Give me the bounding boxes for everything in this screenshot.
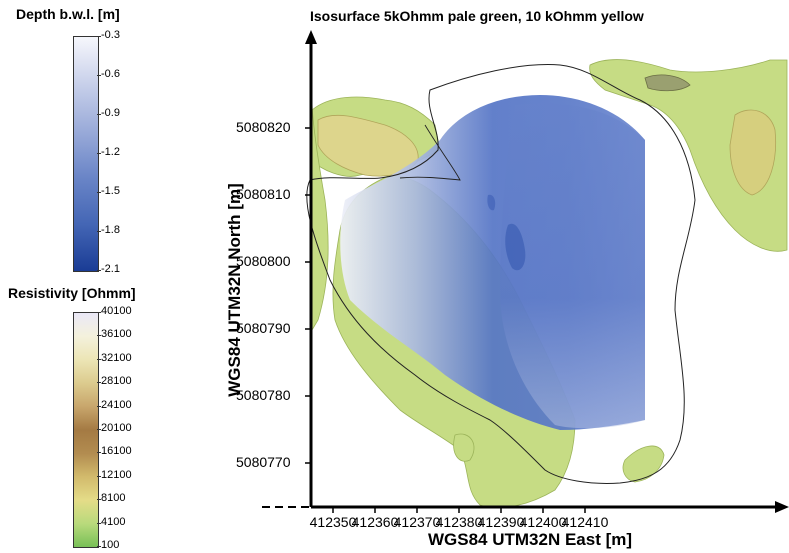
x-tick-label: 412380 [435, 514, 483, 530]
y-axis-arrow [305, 30, 317, 44]
y-tick-label: 5080810 [236, 186, 291, 202]
x-tick-label: 412360 [351, 514, 399, 530]
resistivity-colorbar-tick-label: 16100 [101, 445, 132, 458]
y-tick-label: 5080800 [236, 253, 291, 269]
resistivity-colorbar-tick-mark [97, 499, 101, 501]
isosurface-10kohmm [317, 74, 776, 196]
depth-colorbar-tick-label: -0.9 [101, 107, 120, 119]
depth-colorbar-title: Depth b.w.l. [m] [16, 6, 120, 22]
depth-colorbar-tick-mark [97, 231, 101, 232]
chart-title: Isosurface 5kOhmm pale green, 10 kOhmm y… [310, 8, 644, 24]
resistivity-colorbar-tick-mark [97, 312, 101, 313]
x-tick-label: 412400 [519, 514, 567, 530]
y-tick-label: 5080770 [236, 454, 291, 470]
resistivity-colorbar-tick-mark [97, 382, 101, 384]
resistivity-colorbar-tick-label: 100 [101, 539, 120, 551]
depth-colorbar-tick-mark [97, 270, 101, 271]
resistivity-colorbar-tick-mark [97, 405, 101, 407]
resistivity-colorbar-tick-mark [97, 522, 101, 524]
depth-colorbar [73, 36, 99, 272]
x-tick-label: 412350 [309, 514, 357, 530]
resistivity-colorbar-tick-mark [97, 475, 101, 477]
resistivity-colorbar-tick-label: 28100 [101, 375, 132, 388]
outline-contour [306, 64, 696, 484]
x-tick-label: 412410 [561, 514, 609, 530]
depth-colorbar-tick-label: -1.8 [101, 224, 120, 236]
resistivity-colorbar-tick-label: 20100 [101, 422, 132, 434]
y-axis-label: WGS84 UTM32N North [m] [225, 183, 244, 397]
depth-colorbar-tick-mark [97, 114, 101, 115]
resistivity-colorbar-title: Resistivity [Ohmm] [8, 285, 136, 301]
resistivity-colorbar [73, 312, 99, 548]
depth-colorbar-tick-label: -2.1 [101, 263, 120, 275]
resistivity-colorbar-tick-mark [97, 452, 101, 454]
resistivity-colorbar-tick-label: 40100 [101, 305, 132, 317]
depth-colorbar-tick-mark [97, 75, 101, 76]
y-tick-label: 5080780 [236, 387, 291, 403]
depth-colorbar-tick-mark [97, 36, 101, 37]
x-tick-label: 412370 [393, 514, 441, 530]
resistivity-colorbar-tick-mark [97, 335, 101, 337]
depth-colorbar-tick-label: -1.2 [101, 146, 120, 158]
x-tick-label: 412390 [477, 514, 525, 530]
resistivity-colorbar-tick-mark [97, 429, 101, 430]
outline-contour-inner [399, 124, 461, 181]
resistivity-colorbar-tick-label: 32100 [101, 351, 132, 364]
resistivity-colorbar-tick-label: 12100 [101, 468, 132, 481]
resistivity-colorbar-tick-mark [97, 358, 101, 360]
resistivity-colorbar-tick-label: 36100 [101, 328, 132, 341]
depth-colorbar-tick-label: -1.5 [101, 185, 120, 197]
depth-surface [340, 95, 645, 430]
y-tick-label: 5080820 [236, 119, 291, 135]
depth-colorbar-tick-mark [97, 153, 101, 154]
y-tick-label: 5080790 [236, 320, 291, 336]
depth-colorbar-tick-label: -0.3 [101, 29, 120, 41]
depth-colorbar-tick-label: -0.6 [101, 68, 120, 80]
x-axis-label: WGS84 UTM32N East [m] [428, 530, 633, 549]
resistivity-colorbar-tick-label: 24100 [101, 398, 132, 411]
resistivity-colorbar-tick-mark [97, 546, 101, 547]
tick-marks [305, 127, 586, 513]
depth-colorbar-tick-mark [97, 192, 101, 193]
resistivity-colorbar-tick-label: 4100 [101, 515, 126, 528]
resistivity-colorbar-tick-label: 8100 [101, 492, 126, 505]
x-axis-arrow [775, 501, 789, 513]
